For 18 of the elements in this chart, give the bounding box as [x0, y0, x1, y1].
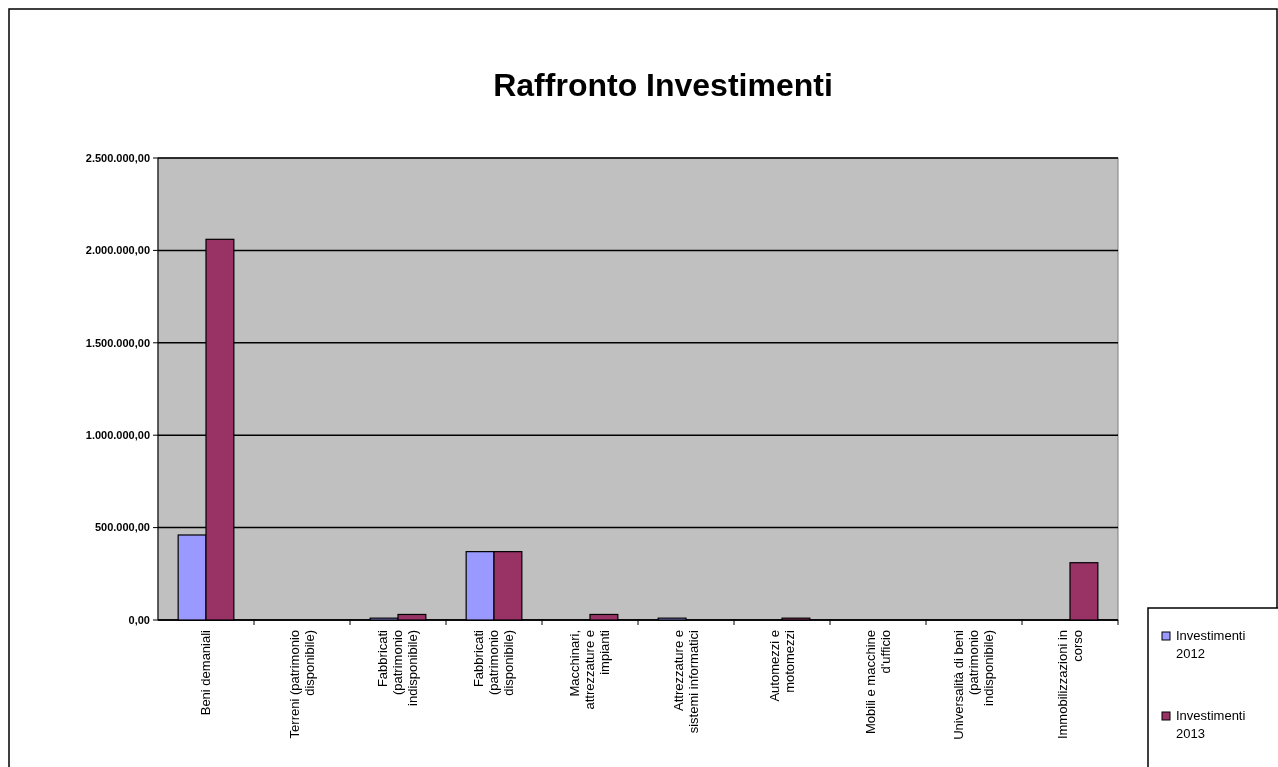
chart-title: Raffronto Investimenti	[493, 67, 833, 103]
x-tick-label: Macchinari, attrezzature e impianti	[567, 629, 612, 710]
x-tick-label: Fabbricati (patrimonio disponibile)	[471, 629, 516, 696]
x-tick-label: Mobili e macchine d'ufficio	[862, 630, 893, 735]
x-tick-label: Terreni (patrimonio disponibile)	[286, 630, 317, 739]
legend-label: Investimenti 2012	[1176, 628, 1246, 661]
legend-label: Investimenti 2013	[1176, 708, 1246, 741]
y-tick-label: 1.500.000,00	[85, 336, 150, 349]
x-tick-label: Beni demaniali	[198, 629, 213, 716]
x-tick-label: Immobilizzazioni in corso	[1054, 630, 1085, 740]
x-tick-label: Automezzi e motomezzi	[766, 629, 797, 702]
x-tick-label: Fabbricati (patrimonio indisponibile)	[375, 629, 420, 706]
y-tick-label: 500.000,00	[94, 521, 150, 534]
y-tick-label: 2.500.000,00	[85, 151, 150, 164]
x-tick-label: Universalità di beni (patrimonio indisponibile)	[951, 629, 996, 740]
y-tick-label: 2.000.000,00	[85, 244, 150, 257]
y-tick-label: 1.000.000,00	[85, 429, 150, 442]
y-tick-label: 0,00	[128, 613, 150, 626]
